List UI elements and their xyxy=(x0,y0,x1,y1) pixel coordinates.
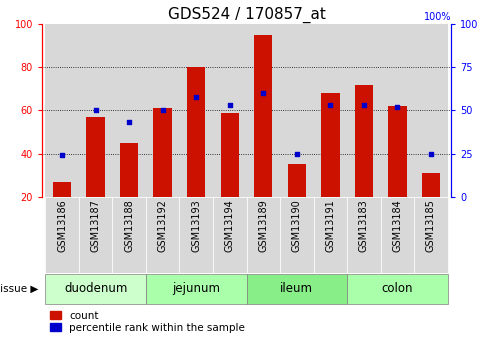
Point xyxy=(259,90,267,96)
Point xyxy=(192,94,200,99)
Text: 100%: 100% xyxy=(423,12,451,22)
Bar xyxy=(254,35,273,197)
Bar xyxy=(153,108,172,197)
Bar xyxy=(187,67,206,197)
Bar xyxy=(422,173,440,197)
Point xyxy=(92,108,100,113)
FancyBboxPatch shape xyxy=(347,274,448,304)
Text: tissue ▶: tissue ▶ xyxy=(0,283,38,293)
FancyBboxPatch shape xyxy=(246,274,347,304)
Bar xyxy=(347,24,381,197)
Bar xyxy=(86,117,105,197)
Bar xyxy=(246,24,280,197)
Bar xyxy=(120,143,139,197)
Point xyxy=(58,152,66,158)
Point xyxy=(226,102,234,108)
Text: GSM13194: GSM13194 xyxy=(225,199,235,252)
Bar xyxy=(213,24,246,197)
Text: GSM13185: GSM13185 xyxy=(426,199,436,252)
Text: duodenum: duodenum xyxy=(64,282,127,295)
FancyBboxPatch shape xyxy=(213,197,246,273)
FancyBboxPatch shape xyxy=(314,197,347,273)
Legend: count, percentile rank within the sample: count, percentile rank within the sample xyxy=(50,310,245,333)
FancyBboxPatch shape xyxy=(146,197,179,273)
Bar xyxy=(414,24,448,197)
Point xyxy=(393,104,401,110)
Bar xyxy=(53,181,71,197)
Text: GSM13188: GSM13188 xyxy=(124,199,134,252)
Bar xyxy=(381,24,414,197)
FancyBboxPatch shape xyxy=(112,197,146,273)
Text: GSM13184: GSM13184 xyxy=(392,199,402,252)
Text: GSM13186: GSM13186 xyxy=(57,199,67,252)
Bar xyxy=(314,24,347,197)
FancyBboxPatch shape xyxy=(45,197,79,273)
Text: GSM13193: GSM13193 xyxy=(191,199,201,252)
Bar xyxy=(354,85,373,197)
Point xyxy=(293,151,301,156)
Text: GSM13192: GSM13192 xyxy=(158,199,168,252)
Point xyxy=(326,102,334,108)
Bar xyxy=(220,112,239,197)
Point xyxy=(360,102,368,108)
Text: colon: colon xyxy=(382,282,413,295)
Text: GSM13183: GSM13183 xyxy=(359,199,369,252)
Bar xyxy=(146,24,179,197)
Bar xyxy=(287,164,306,197)
Text: ileum: ileum xyxy=(281,282,314,295)
Point xyxy=(427,151,435,156)
Text: GSM13189: GSM13189 xyxy=(258,199,268,252)
Bar xyxy=(45,24,79,197)
FancyBboxPatch shape xyxy=(79,197,112,273)
Bar xyxy=(280,24,314,197)
Bar xyxy=(179,24,213,197)
FancyBboxPatch shape xyxy=(414,197,448,273)
Point xyxy=(125,120,133,125)
Bar xyxy=(321,93,340,197)
FancyBboxPatch shape xyxy=(381,197,414,273)
Title: GDS524 / 170857_at: GDS524 / 170857_at xyxy=(168,7,325,23)
FancyBboxPatch shape xyxy=(246,197,280,273)
Text: GSM13191: GSM13191 xyxy=(325,199,335,252)
FancyBboxPatch shape xyxy=(45,274,146,304)
Text: GSM13187: GSM13187 xyxy=(91,199,101,252)
Point xyxy=(159,108,167,113)
Text: GSM13190: GSM13190 xyxy=(292,199,302,252)
FancyBboxPatch shape xyxy=(179,197,213,273)
Bar xyxy=(112,24,146,197)
FancyBboxPatch shape xyxy=(146,274,246,304)
FancyBboxPatch shape xyxy=(280,197,314,273)
FancyBboxPatch shape xyxy=(347,197,381,273)
Bar xyxy=(79,24,112,197)
Bar xyxy=(388,106,407,197)
Text: jejunum: jejunum xyxy=(172,282,220,295)
